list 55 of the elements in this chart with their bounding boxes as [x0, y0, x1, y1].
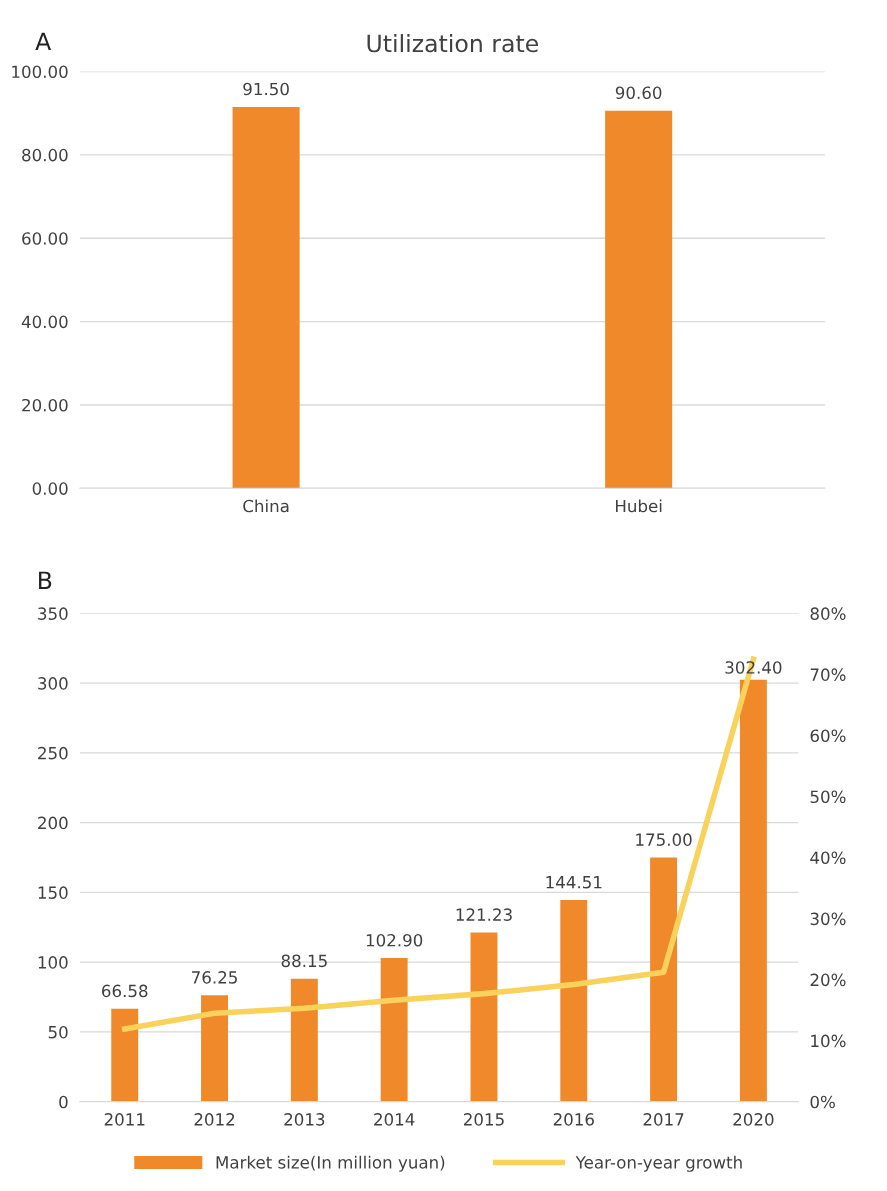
bar — [290, 978, 318, 1102]
y-tick-label: 0.00 — [32, 482, 68, 495]
bar — [739, 679, 767, 1102]
y2-tick-label: 60% — [810, 729, 846, 743]
chart-title: Utilization rate — [367, 34, 539, 53]
x-tick-label: 2016 — [553, 1113, 594, 1126]
y2-tick-label: 30% — [810, 912, 846, 926]
data-label: 121.23 — [456, 908, 512, 921]
y-tick-label: 150 — [38, 886, 68, 899]
bar — [380, 958, 408, 1102]
bar — [470, 932, 498, 1102]
y-tick-label: 0 — [59, 1095, 68, 1109]
x-tick-label: 2013 — [284, 1113, 325, 1126]
y-tick-label: 40.00 — [21, 315, 68, 329]
bar — [650, 857, 678, 1102]
x-tick-label: China — [243, 499, 289, 513]
y2-tick-label: 50% — [810, 790, 846, 804]
y-tick-label: 200 — [38, 816, 68, 830]
y2-tick-label: 80% — [810, 607, 846, 620]
data-label: 91.50 — [243, 82, 289, 96]
legend-label: Market size(In million yuan) — [216, 1155, 445, 1172]
y2-tick-label: 20% — [810, 973, 846, 987]
y-tick-label: 50 — [48, 1025, 68, 1039]
y-tick-label: 80.00 — [22, 148, 68, 162]
data-label: 144.51 — [546, 876, 602, 889]
data-label: 76.25 — [192, 971, 237, 984]
bar — [560, 900, 588, 1102]
data-label: 88.15 — [281, 954, 327, 968]
text: A — [35, 32, 52, 50]
y-tick-label: 100 — [38, 956, 68, 969]
data-label: 66.58 — [102, 984, 148, 998]
y-tick-label: 250 — [38, 746, 68, 760]
y-tick-label: 350 — [38, 607, 68, 620]
y2-tick-label: 40% — [810, 851, 846, 865]
x-tick-label: 2014 — [374, 1113, 415, 1126]
y-tick-label: 20.00 — [22, 398, 68, 412]
y2-tick-label: 0% — [810, 1095, 835, 1109]
bar — [111, 1008, 139, 1102]
x-tick-label: 2017 — [643, 1113, 684, 1126]
data-label: 102.90 — [366, 933, 423, 947]
legend-label: Year-on-year growth — [575, 1155, 742, 1172]
text: B — [39, 571, 52, 589]
y-tick-label: 100.00 — [12, 65, 68, 79]
y-tick-label: 60.00 — [22, 232, 68, 245]
bar — [201, 995, 229, 1102]
x-tick-label: 2015 — [463, 1113, 504, 1126]
x-tick-label: 2011 — [104, 1113, 145, 1126]
y2-tick-label: 10% — [811, 1034, 846, 1048]
x-tick-label: 2020 — [733, 1113, 774, 1126]
data-label: 90.60 — [615, 86, 662, 100]
data-label: 175.00 — [636, 833, 692, 846]
y-tick-label: 300 — [38, 677, 68, 690]
x-tick-label: Hubei — [615, 499, 662, 513]
x-tick-label: 2012 — [194, 1113, 235, 1126]
y2-tick-label: 70% — [810, 668, 846, 681]
